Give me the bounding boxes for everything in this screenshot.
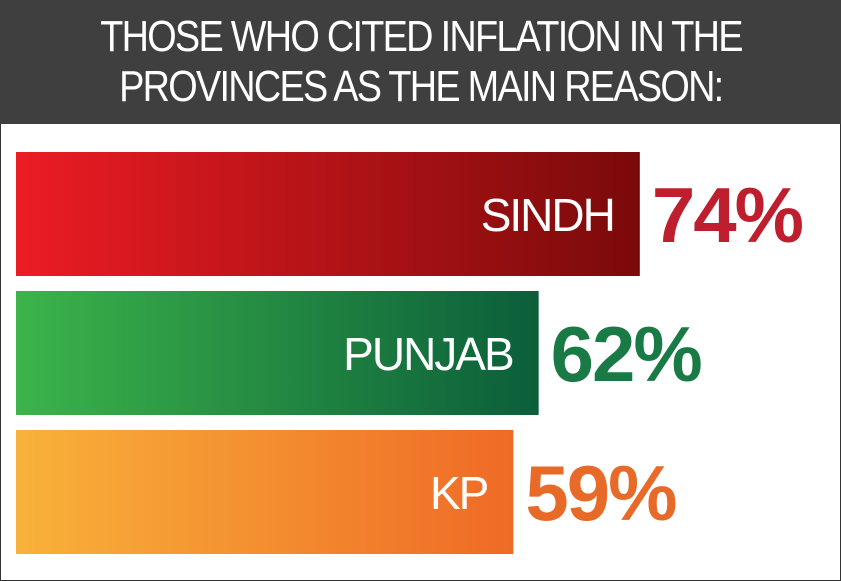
value-label-kp: 59%: [525, 449, 676, 537]
value-label-sindh: 74%: [652, 171, 803, 259]
bar-label-kp: KP: [430, 467, 488, 519]
chart-title-line-2: PROVINCES AS THE MAIN REASON:: [118, 62, 724, 111]
bar-kp: [16, 430, 514, 554]
bar-sindh: [16, 152, 640, 276]
chart-title: THOSE WHO CITED INFLATION IN THE PROVINC…: [0, 0, 841, 124]
bar-label-punjab: PUNJAB: [343, 328, 513, 380]
bar-punjab: [16, 291, 539, 415]
value-label-punjab: 62%: [551, 310, 702, 398]
bar-label-sindh: SINDH: [481, 189, 614, 241]
chart-title-line-1: THOSE WHO CITED INFLATION IN THE: [99, 12, 743, 61]
